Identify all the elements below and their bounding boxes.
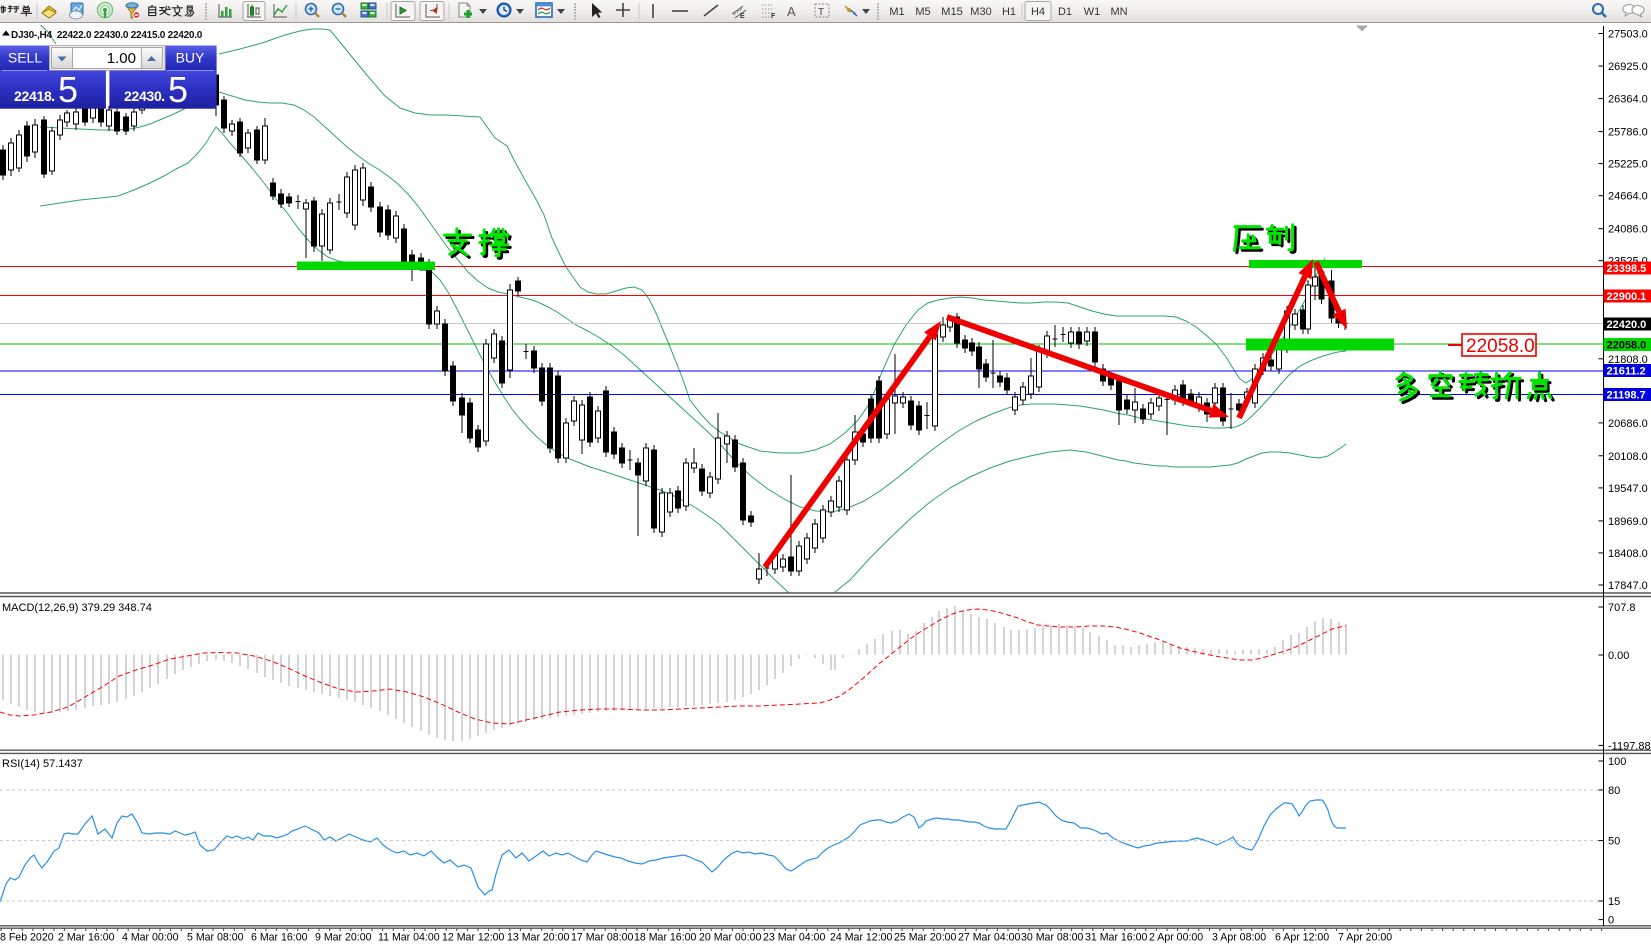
svg-text:-1197.88: -1197.88 bbox=[1608, 740, 1651, 752]
svg-text:6 Apr 12:00: 6 Apr 12:00 bbox=[1275, 932, 1329, 944]
svg-text:D1: D1 bbox=[1058, 6, 1072, 18]
svg-text:26364.0: 26364.0 bbox=[1608, 94, 1648, 106]
svg-text:7 Apr 20:00: 7 Apr 20:00 bbox=[1338, 932, 1392, 944]
svg-text:5 Mar 08:00: 5 Mar 08:00 bbox=[187, 932, 244, 944]
svg-text:20 Mar 00:00: 20 Mar 00:00 bbox=[699, 932, 762, 944]
svg-text:12 Mar 12:00: 12 Mar 12:00 bbox=[442, 932, 505, 944]
svg-text:21611.2: 21611.2 bbox=[1607, 366, 1646, 378]
svg-text:23398.5: 23398.5 bbox=[1607, 263, 1647, 275]
svg-text:3 Apr 08:00: 3 Apr 08:00 bbox=[1212, 932, 1266, 944]
svg-text:100: 100 bbox=[1608, 756, 1626, 768]
svg-text:18969.0: 18969.0 bbox=[1608, 516, 1648, 528]
svg-text:M5: M5 bbox=[915, 6, 930, 18]
svg-text:24664.0: 24664.0 bbox=[1608, 191, 1648, 203]
svg-text:4 Mar 00:00: 4 Mar 00:00 bbox=[122, 932, 179, 944]
svg-text:.: . bbox=[161, 88, 165, 105]
svg-text:DJ30-,H4 22422.0 22430.0 2241: DJ30-,H4 22422.0 22430.0 22415.0 22420.0 bbox=[11, 30, 203, 41]
svg-text:17847.0: 17847.0 bbox=[1608, 580, 1648, 592]
svg-text:W1: W1 bbox=[1084, 6, 1101, 18]
svg-text:SELL: SELL bbox=[8, 50, 42, 66]
svg-text:8 Feb 2020: 8 Feb 2020 bbox=[0, 932, 54, 944]
svg-text:H4: H4 bbox=[1031, 6, 1045, 18]
svg-text:21198.7: 21198.7 bbox=[1607, 390, 1646, 402]
svg-text:31 Mar 16:00: 31 Mar 16:00 bbox=[1085, 932, 1148, 944]
svg-text:22430: 22430 bbox=[124, 88, 162, 104]
svg-text:22418: 22418 bbox=[14, 88, 52, 104]
svg-text:25 Mar 20:00: 25 Mar 20:00 bbox=[894, 932, 957, 944]
svg-text:25786.0: 25786.0 bbox=[1608, 127, 1648, 139]
svg-text:E: E bbox=[740, 13, 745, 20]
svg-text:26925.0: 26925.0 bbox=[1608, 61, 1648, 73]
svg-text:M30: M30 bbox=[970, 6, 991, 18]
svg-text:2 Mar 16:00: 2 Mar 16:00 bbox=[58, 932, 115, 944]
svg-text:RSI(14) 57.1437: RSI(14) 57.1437 bbox=[2, 758, 83, 770]
svg-text:5: 5 bbox=[58, 69, 78, 110]
svg-text:707.8: 707.8 bbox=[1608, 602, 1636, 614]
svg-text:30 Mar 08:00: 30 Mar 08:00 bbox=[1021, 932, 1084, 944]
svg-text:21808.0: 21808.0 bbox=[1608, 354, 1648, 366]
svg-text:13 Mar 20:00: 13 Mar 20:00 bbox=[507, 932, 570, 944]
svg-text:M15: M15 bbox=[941, 6, 962, 18]
svg-text:22058.0: 22058.0 bbox=[1466, 336, 1535, 357]
svg-text:20108.0: 20108.0 bbox=[1608, 451, 1648, 463]
svg-text:27503.0: 27503.0 bbox=[1608, 29, 1648, 41]
svg-text:H1: H1 bbox=[1002, 6, 1016, 18]
svg-text:0: 0 bbox=[1608, 915, 1614, 927]
svg-text:9 Mar 20:00: 9 Mar 20:00 bbox=[315, 932, 372, 944]
svg-text:20686.0: 20686.0 bbox=[1608, 418, 1648, 430]
svg-text:M1: M1 bbox=[889, 6, 904, 18]
svg-text:5: 5 bbox=[168, 69, 188, 110]
svg-text:F: F bbox=[771, 13, 776, 20]
svg-text:50: 50 bbox=[1608, 836, 1620, 848]
svg-text:23 Mar 04:00: 23 Mar 04:00 bbox=[763, 932, 826, 944]
svg-text:19547.0: 19547.0 bbox=[1608, 483, 1648, 495]
svg-text:MN: MN bbox=[1110, 6, 1127, 18]
svg-text:80: 80 bbox=[1608, 785, 1620, 797]
svg-text:22420.0: 22420.0 bbox=[1607, 319, 1647, 331]
svg-text:25225.0: 25225.0 bbox=[1608, 159, 1648, 171]
svg-text:1.00: 1.00 bbox=[107, 50, 136, 67]
svg-text:18 Mar 16:00: 18 Mar 16:00 bbox=[634, 932, 697, 944]
svg-text:.: . bbox=[51, 88, 55, 105]
svg-text:24086.0: 24086.0 bbox=[1608, 224, 1648, 236]
svg-text:0.00: 0.00 bbox=[1608, 650, 1629, 662]
svg-text:A: A bbox=[787, 4, 796, 19]
svg-text:15: 15 bbox=[1608, 896, 1620, 908]
svg-text:17 Mar 08:00: 17 Mar 08:00 bbox=[571, 932, 634, 944]
svg-text:BUY: BUY bbox=[176, 50, 205, 66]
svg-text:24 Mar 12:00: 24 Mar 12:00 bbox=[830, 932, 893, 944]
svg-text:22058.0: 22058.0 bbox=[1607, 340, 1647, 352]
svg-text:2 Apr 00:00: 2 Apr 00:00 bbox=[1149, 932, 1203, 944]
svg-text:MACD(12,26,9) 379.29 348.74: MACD(12,26,9) 379.29 348.74 bbox=[2, 602, 152, 614]
svg-text:T: T bbox=[818, 7, 824, 18]
svg-text:18408.0: 18408.0 bbox=[1608, 548, 1648, 560]
svg-text:6 Mar 16:00: 6 Mar 16:00 bbox=[251, 932, 308, 944]
svg-text:11 Mar 04:00: 11 Mar 04:00 bbox=[378, 932, 440, 944]
svg-text:22900.1: 22900.1 bbox=[1607, 291, 1647, 303]
svg-text:27 Mar 04:00: 27 Mar 04:00 bbox=[958, 932, 1021, 944]
